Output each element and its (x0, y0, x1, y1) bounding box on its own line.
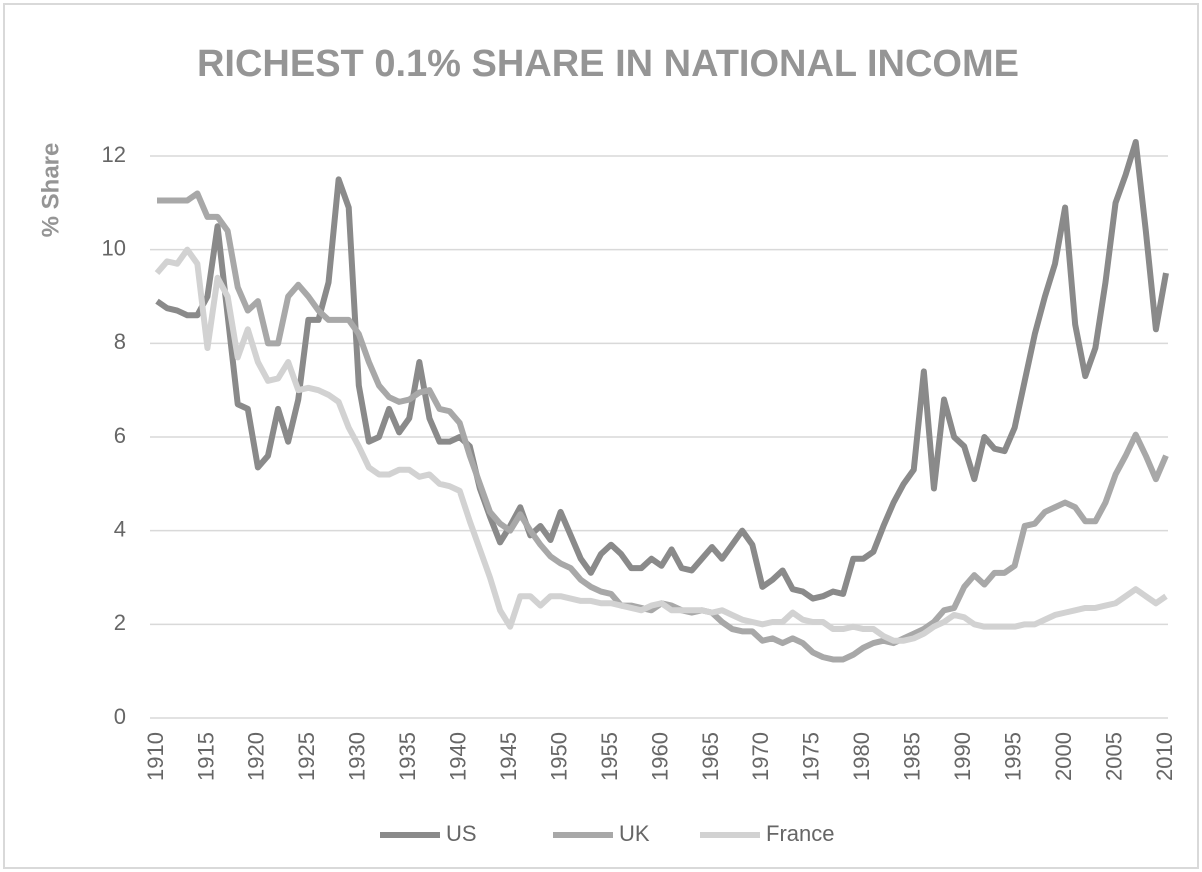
x-tick-label: 1920 (244, 732, 269, 781)
x-tick-label: 1930 (345, 732, 370, 781)
y-tick-label: 6 (114, 423, 126, 448)
x-tick-label: 1990 (950, 732, 975, 781)
chart-frame (3, 3, 1199, 869)
x-tick-label: 1995 (1000, 732, 1025, 781)
x-tick-label: 1970 (748, 732, 773, 781)
x-tick-label: 1985 (900, 732, 925, 781)
y-tick-label: 0 (114, 704, 126, 729)
x-tick-label: 1975 (799, 732, 824, 781)
series-line (155, 138, 1169, 602)
series-line (154, 246, 1168, 644)
x-tick-label: 2005 (1101, 732, 1126, 781)
x-tick-label: 1915 (193, 732, 218, 781)
y-tick-label: 8 (114, 329, 126, 354)
x-tick-label: 1945 (496, 732, 521, 781)
y-tick-label: 12 (102, 142, 126, 167)
x-tick-label: 1955 (597, 732, 622, 781)
y-tick-label: 4 (114, 516, 126, 541)
chart-title: RICHEST 0.1% SHARE IN NATIONAL INCOME (197, 43, 1019, 85)
x-tick-label: 1940 (446, 732, 471, 781)
x-tick-label: 1910 (143, 732, 168, 781)
x-tick-label: 1935 (395, 732, 420, 781)
x-tick-label: 1960 (647, 732, 672, 781)
y-tick-label: 2 (114, 610, 126, 635)
x-tick-label: 2000 (1051, 732, 1076, 781)
y-tick-label: 10 (102, 235, 126, 260)
legend-label: US (446, 821, 477, 846)
legend-label: UK (619, 821, 650, 846)
x-tick-label: 1950 (546, 732, 571, 781)
x-tick-label: 1965 (698, 732, 723, 781)
y-axis-label: % Share (37, 143, 64, 238)
x-tick-label: 1925 (294, 732, 319, 781)
legend-label: France (766, 821, 834, 846)
x-tick-label: 1980 (849, 732, 874, 781)
x-tick-label: 2010 (1152, 732, 1177, 781)
